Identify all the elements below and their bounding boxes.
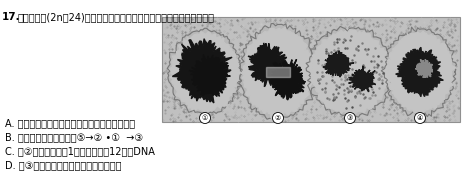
- Circle shape: [415, 112, 425, 124]
- Text: 17.: 17.: [2, 12, 21, 22]
- Polygon shape: [167, 28, 243, 115]
- Text: B. 细胞分裂先后顺序应是⑤→② •①  →③: B. 细胞分裂先后顺序应是⑤→② •① →③: [5, 132, 143, 142]
- Polygon shape: [381, 27, 457, 117]
- Text: A. 取水稺花药制成临时装片，能观察到上图细胞: A. 取水稺花药制成临时装片，能观察到上图细胞: [5, 118, 135, 128]
- Circle shape: [273, 112, 283, 124]
- Polygon shape: [348, 66, 376, 92]
- Polygon shape: [172, 39, 232, 103]
- Polygon shape: [241, 27, 315, 119]
- Polygon shape: [266, 67, 290, 77]
- Text: ④: ④: [417, 115, 423, 121]
- Polygon shape: [323, 51, 354, 77]
- Circle shape: [345, 112, 355, 124]
- Text: ②: ②: [275, 115, 281, 121]
- Polygon shape: [239, 24, 320, 122]
- Polygon shape: [306, 26, 395, 120]
- Text: D. 图③可发生减数分裂过程中的基因重组: D. 图③可发生减数分裂过程中的基因重组: [5, 160, 121, 170]
- Polygon shape: [415, 59, 433, 78]
- Polygon shape: [189, 55, 230, 97]
- Text: ③: ③: [347, 115, 353, 121]
- Polygon shape: [387, 31, 456, 113]
- Bar: [162, 17, 460, 122]
- Text: C. 图②每个细胞中含1个染色体组和12个核DNA: C. 图②每个细胞中含1个染色体组和12个核DNA: [5, 146, 155, 156]
- Polygon shape: [269, 59, 305, 100]
- Polygon shape: [170, 32, 241, 112]
- Text: 下图是水稺(2n＝24)减数分裂过程的显微图像，下列相关叙述正确的是: 下图是水稺(2n＝24)减数分裂过程的显微图像，下列相关叙述正确的是: [18, 12, 215, 22]
- Text: ①: ①: [202, 115, 208, 121]
- Polygon shape: [311, 30, 390, 114]
- Polygon shape: [396, 47, 443, 97]
- Polygon shape: [248, 43, 287, 87]
- Circle shape: [199, 112, 211, 124]
